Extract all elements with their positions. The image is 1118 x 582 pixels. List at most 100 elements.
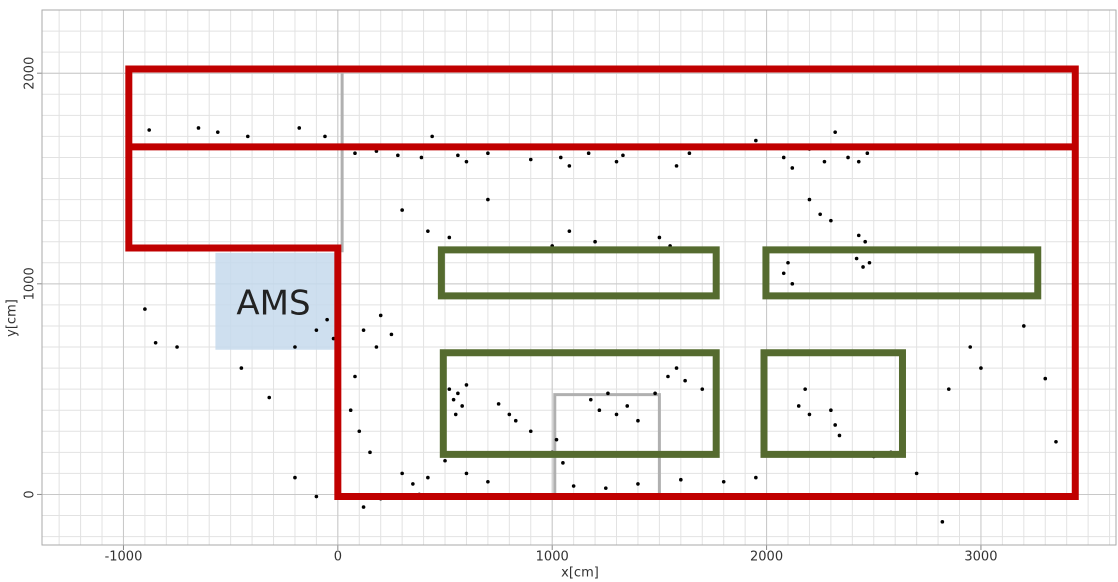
point xyxy=(829,218,833,223)
point xyxy=(430,134,434,139)
point xyxy=(914,471,919,476)
point xyxy=(803,387,807,391)
point xyxy=(567,229,572,233)
point xyxy=(561,461,565,465)
point xyxy=(833,423,837,427)
point xyxy=(357,429,362,434)
point xyxy=(419,155,424,160)
point xyxy=(863,239,867,244)
point xyxy=(721,480,726,484)
point xyxy=(636,418,640,423)
point xyxy=(979,366,983,370)
point xyxy=(807,412,812,417)
point xyxy=(867,260,872,265)
point xyxy=(687,151,692,156)
point xyxy=(614,159,619,164)
point xyxy=(940,520,945,524)
point xyxy=(588,397,593,402)
point xyxy=(968,345,973,349)
point xyxy=(846,155,850,160)
point xyxy=(861,265,865,269)
point xyxy=(215,130,220,134)
point xyxy=(754,475,758,480)
point xyxy=(464,383,469,387)
point xyxy=(837,433,842,438)
point xyxy=(829,408,833,412)
point xyxy=(833,130,837,134)
point xyxy=(239,366,244,370)
point xyxy=(267,395,272,400)
point xyxy=(603,486,608,490)
point xyxy=(946,387,951,391)
x-tick-label: 0 xyxy=(334,550,342,565)
point xyxy=(674,366,679,370)
point xyxy=(314,494,319,499)
point xyxy=(754,138,758,143)
point xyxy=(297,126,302,130)
point xyxy=(196,126,201,130)
point xyxy=(683,378,687,383)
point xyxy=(790,166,795,170)
point xyxy=(528,157,533,162)
point xyxy=(348,408,353,412)
point xyxy=(447,387,452,391)
point xyxy=(496,402,501,406)
point xyxy=(796,404,801,408)
point xyxy=(147,128,151,132)
point xyxy=(411,482,415,486)
point xyxy=(245,134,250,139)
point xyxy=(353,151,357,156)
point xyxy=(456,153,460,158)
x-tick-label: 3000 xyxy=(964,550,997,565)
shape-polygon xyxy=(439,349,720,458)
point xyxy=(606,391,610,396)
point xyxy=(856,233,861,238)
x-tick-label: 2000 xyxy=(750,550,783,565)
point xyxy=(361,328,366,332)
point xyxy=(614,412,619,417)
point xyxy=(426,475,430,480)
x-tick-label: -1000 xyxy=(105,550,143,565)
point xyxy=(353,374,357,379)
point xyxy=(1043,376,1048,381)
point xyxy=(361,505,366,509)
point xyxy=(451,397,456,402)
x-tick-label: 1000 xyxy=(536,550,569,565)
point xyxy=(554,437,559,442)
point xyxy=(293,475,297,480)
point xyxy=(460,404,464,408)
point xyxy=(378,313,383,318)
x-axis-label: x[cm] xyxy=(561,566,599,581)
point xyxy=(679,477,683,482)
point xyxy=(453,412,458,417)
point xyxy=(856,159,861,164)
point xyxy=(781,271,786,276)
point xyxy=(586,151,591,156)
point xyxy=(528,429,533,434)
point xyxy=(323,134,327,139)
point xyxy=(786,260,790,265)
point xyxy=(293,345,297,349)
point xyxy=(571,484,576,488)
point xyxy=(374,345,379,349)
point xyxy=(657,235,662,240)
point xyxy=(325,317,329,322)
y-axis-label: y[cm] xyxy=(5,299,20,337)
point xyxy=(486,197,490,202)
point xyxy=(781,155,786,160)
y-tick-label: 1000 xyxy=(23,267,38,300)
point xyxy=(486,151,490,156)
point xyxy=(790,282,795,286)
shape-polygon xyxy=(437,246,720,300)
point xyxy=(368,450,372,455)
shape-polygon xyxy=(125,65,1079,501)
plot-frame xyxy=(41,9,1117,546)
point xyxy=(1022,324,1026,328)
point xyxy=(653,391,657,396)
point xyxy=(389,332,394,337)
point xyxy=(558,155,563,160)
point xyxy=(621,153,625,158)
point xyxy=(865,151,870,156)
point xyxy=(666,374,670,379)
